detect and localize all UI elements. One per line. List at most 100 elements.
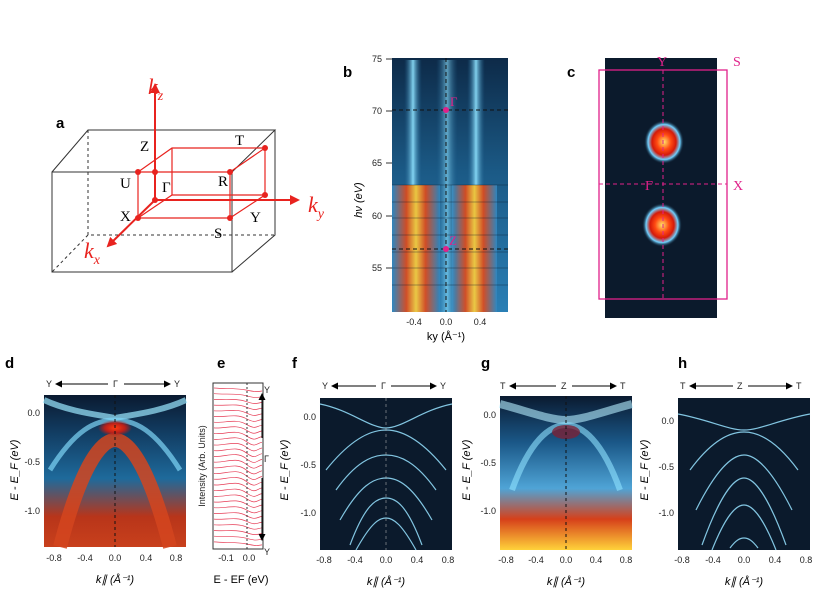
d-path-2: Y (174, 379, 180, 389)
f-path-0: Y (322, 381, 328, 391)
e-right-2: Y (264, 547, 270, 557)
edc-curve (213, 512, 263, 519)
edc-curve (213, 420, 263, 428)
d-xtick-0: -0.8 (46, 553, 62, 563)
c-point-X: X (733, 179, 743, 194)
point-T-label: T (235, 133, 244, 149)
f-xtick-1: -0.4 (347, 555, 363, 565)
f-xtick-3: 0.4 (411, 555, 424, 565)
f-image (320, 398, 452, 550)
panel-label-b: b (343, 64, 352, 81)
g-ytick-2: -1.0 (480, 506, 496, 516)
d-path-1: Γ (113, 379, 118, 389)
e-xtick-0: -0.1 (218, 553, 234, 563)
panel-c: c Y S Γ X (567, 55, 743, 318)
d-xtick-4: 0.8 (170, 553, 183, 563)
panel-g: g T Z T 0.0 -0.5 -1.0 E - E_F (eV) -0.8 … (461, 355, 634, 588)
edc-curve (213, 535, 263, 541)
f-ytick-0: 0.0 (303, 412, 316, 422)
d-xtick-2: 0.0 (109, 553, 122, 563)
point-Gamma-label: Γ (162, 180, 171, 196)
high-symmetry-dots (135, 145, 268, 221)
edc-curve (213, 524, 263, 530)
h-bands (677, 413, 811, 551)
b-xlabel: ky (Å⁻¹) (427, 330, 465, 343)
ky-label: ky (308, 192, 325, 222)
b-xtick-2: 0.4 (474, 317, 487, 327)
edc-curve (213, 448, 263, 458)
b-xtick-1: 0.0 (440, 317, 453, 327)
edc-curve (213, 518, 263, 525)
point-S-label: S (214, 226, 222, 242)
panel-label-c: c (567, 64, 575, 81)
h-path-1: Z (737, 381, 743, 391)
point-R-label: R (218, 174, 228, 190)
kz-label: kz (148, 74, 164, 104)
g-xtick-3: 0.4 (590, 555, 603, 565)
g-path-0: T (500, 381, 506, 391)
h-ytick-1: -0.5 (658, 462, 674, 472)
h-xtick-4: 0.8 (800, 555, 813, 565)
b-ytick-3: 60 (372, 211, 382, 221)
panel-label-e: e (217, 355, 225, 372)
edc-curve (213, 459, 263, 469)
e-xlabel: E - EF (eV) (213, 574, 268, 586)
e-edc-curves (213, 387, 263, 546)
g-ytick-1: -0.5 (480, 458, 496, 468)
panel-label-f: f (292, 355, 298, 372)
edc-curve (213, 494, 263, 503)
panel-label-g: g (481, 355, 490, 372)
h-xtick-2: 0.0 (738, 555, 751, 565)
edc-curve (213, 506, 263, 514)
c-point-Y: Y (657, 55, 667, 70)
panel-b: b Γ Z 75 70 65 60 (343, 54, 508, 343)
d-path-0: Y (46, 379, 52, 389)
h-xtick-0: -0.8 (674, 555, 690, 565)
b-ytick-4: 55 (372, 263, 382, 273)
g-ytick-0: 0.0 (483, 410, 496, 420)
f-path-2: Y (440, 381, 446, 391)
edc-curve (213, 482, 263, 492)
e-ylabel: Intensity (Arb. Units) (197, 425, 207, 507)
f-xtick-2: 0.0 (380, 555, 393, 565)
d-ytick-1: -0.5 (24, 457, 40, 467)
f-ytick-2: -1.0 (300, 508, 316, 518)
edc-curve (213, 426, 263, 434)
c-pocket-upper (644, 120, 684, 164)
f-ytick-1: -0.5 (300, 460, 316, 470)
f-xlabel: k∥ (Å⁻¹) (367, 575, 406, 588)
c-pocket-lower (642, 203, 682, 247)
b-ytick-2: 65 (372, 158, 382, 168)
d-ytick-0: 0.0 (27, 408, 40, 418)
box-hidden (51, 130, 275, 273)
panel-d: d Y Γ Y 0.0 -0.5 -1.0 E - E_F (eV) -0.8 … (5, 355, 188, 586)
h-xlabel: k∥ (Å⁻¹) (725, 575, 764, 588)
point-X-label: X (120, 209, 131, 225)
kx-axis-arrow (106, 199, 156, 248)
b-z-marker: Z (449, 233, 457, 248)
h-xtick-3: 0.4 (769, 555, 782, 565)
box-right (231, 130, 276, 273)
b-bands (392, 60, 497, 312)
h-ylabel: E - E_F (eV) (639, 439, 651, 500)
e-xtick-1: 0.0 (243, 553, 256, 563)
g-xtick-4: 0.8 (620, 555, 633, 565)
edc-curve (213, 393, 263, 398)
h-ytick-0: 0.0 (661, 416, 674, 426)
c-point-Gamma: Γ (645, 179, 653, 194)
edc-curve (213, 404, 263, 410)
e-right-0: Y (264, 385, 270, 395)
point-Z-label: Z (140, 139, 149, 155)
g-xtick-1: -0.4 (528, 555, 544, 565)
d-xlabel: k∥ (Å⁻¹) (96, 573, 135, 586)
d-xtick-1: -0.4 (77, 553, 93, 563)
edc-curve (213, 530, 263, 535)
b-xtick-0: -0.4 (406, 317, 422, 327)
panel-label-a: a (56, 115, 65, 132)
g-xlabel: k∥ (Å⁻¹) (547, 575, 586, 588)
f-ylabel: E - E_F (eV) (279, 439, 291, 500)
edc-curve (213, 399, 263, 404)
b-ytick-1: 70 (372, 106, 382, 116)
c-point-S: S (733, 55, 741, 70)
